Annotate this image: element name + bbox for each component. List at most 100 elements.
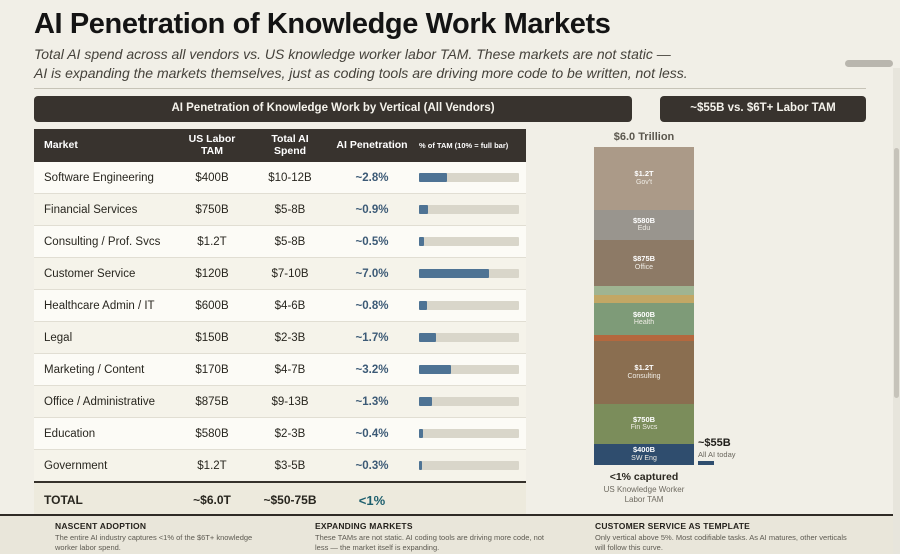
penetration-bar-cell xyxy=(414,449,526,483)
labor-tam-value: $750B xyxy=(174,193,250,227)
captured-caption: <1% captured xyxy=(609,470,679,483)
penetration-bar-track xyxy=(419,269,519,279)
segment-value-label: $600B xyxy=(632,309,656,319)
footer-note-3: CUSTOMER SERVICE AS TEMPLATE Only vertica… xyxy=(595,521,853,554)
horizontal-scrollbar-thumb[interactable] xyxy=(845,60,893,67)
bar-segment-govt: $1.2T Gov't xyxy=(594,146,694,210)
segment-name-label: Health xyxy=(633,319,655,327)
penetration-bar-cell xyxy=(414,161,526,195)
penetration-bar-cell xyxy=(414,257,526,291)
labor-tam-value: $580B xyxy=(174,417,250,451)
market-name: Office / Administrative xyxy=(34,385,174,419)
ai-spend-value: $4-6B xyxy=(250,289,330,323)
labor-tam-value: $120B xyxy=(174,257,250,291)
ai-total-sublabel: All AI today xyxy=(698,449,736,459)
tam-stacked-bar: $1.2T Gov't $580B Edu $875B Office $600B Health… xyxy=(594,146,694,465)
market-name: Healthcare Admin / IT xyxy=(34,289,174,323)
penetration-bar-fill xyxy=(419,429,423,439)
bar-segment-legal xyxy=(594,295,694,304)
segment-name-label: SW Eng xyxy=(631,454,657,462)
penetration-bar-track xyxy=(419,237,519,247)
penetration-bar-track xyxy=(419,461,519,471)
market-name: Marketing / Content xyxy=(34,353,174,387)
column-header-labor-tam: US Labor TAM xyxy=(174,128,250,162)
page-title: AI Penetration of Knowledge Work Markets xyxy=(34,8,611,40)
labor-tam-value: $150B xyxy=(174,321,250,355)
bar-segment-fin-svcs: $750B Fin Svcs xyxy=(594,404,694,444)
penetration-bar-track xyxy=(419,301,519,311)
penetration-value: ~0.5% xyxy=(330,225,414,259)
labor-tam-value: $170B xyxy=(174,353,250,387)
market-table-panel: Market US Labor TAM Total AI Spend AI Pe… xyxy=(34,128,526,518)
market-table: Market US Labor TAM Total AI Spend AI Pe… xyxy=(34,128,526,518)
table-row: Government $1.2T $3-5B ~0.3% xyxy=(34,449,526,483)
table-header-row: Market US Labor TAM Total AI Spend AI Pe… xyxy=(34,128,526,162)
bar-segment-customer-service xyxy=(594,334,694,342)
labor-tam-value: $1.2T xyxy=(174,225,250,259)
bar-segment-marketing xyxy=(594,286,694,296)
table-row: Software Engineering $400B $10-12B ~2.8% xyxy=(34,161,526,195)
bar-segment-health: $600B Health xyxy=(594,303,694,335)
penetration-bar-fill xyxy=(419,365,451,375)
table-row: Consulting / Prof. Svcs $1.2T $5-8B ~0.5% xyxy=(34,225,526,259)
penetration-bar-track xyxy=(419,333,519,343)
penetration-value: ~2.8% xyxy=(330,161,414,195)
penetration-bar-track xyxy=(419,365,519,375)
footer-note-text: These TAMs are not static. AI coding too… xyxy=(315,533,545,553)
market-name: Software Engineering xyxy=(34,161,174,195)
column-header-market: Market xyxy=(34,128,174,162)
penetration-bar-fill xyxy=(419,205,428,215)
subtitle-line-2: AI is expanding the markets themselves, … xyxy=(34,64,688,81)
segment-name-label: Gov't xyxy=(635,178,653,186)
table-row: Marketing / Content $170B $4-7B ~3.2% xyxy=(34,353,526,387)
penetration-value: ~1.7% xyxy=(330,321,414,355)
ai-spend-value: $7-10B xyxy=(250,257,330,291)
subtitle-line-1: Total AI spend across all vendors vs. US… xyxy=(34,46,671,63)
bar-segment-sw-eng: $400B SW Eng xyxy=(594,443,694,465)
tam-chart-panel: $6.0 Trillion $1.2T Gov't $580B Edu $875B Off… xyxy=(554,129,760,506)
tam-chart-area: $1.2T Gov't $580B Edu $875B Office $600B Health… xyxy=(594,146,736,465)
segment-value-label: $400B xyxy=(632,444,656,454)
penetration-bar-fill xyxy=(419,461,422,471)
labor-tam-value: $600B xyxy=(174,289,250,323)
total-labor-tam: ~$6.0T xyxy=(174,480,250,518)
market-name: Government xyxy=(34,449,174,483)
market-name: Education xyxy=(34,417,174,451)
penetration-value: ~0.8% xyxy=(330,289,414,323)
market-table-body: Software Engineering $400B $10-12B ~2.8% Fin… xyxy=(34,161,526,483)
footer-note-title: CUSTOMER SERVICE AS TEMPLATE xyxy=(595,521,750,531)
penetration-bar-fill xyxy=(419,301,427,311)
ai-spend-value: $5-8B xyxy=(250,225,330,259)
ai-spend-value: $4-7B xyxy=(250,353,330,387)
page-subtitle: Total AI spend across all vendors vs. US… xyxy=(34,45,866,90)
column-header-pct-of-tam: % of TAM (10% = full bar) xyxy=(414,128,526,162)
penetration-bar-cell xyxy=(414,385,526,419)
column-header-penetration: AI Penetration xyxy=(330,128,414,162)
penetration-bar-cell xyxy=(414,417,526,451)
penetration-bar-cell xyxy=(414,225,526,259)
table-row: Financial Services $750B $5-8B ~0.9% xyxy=(34,193,526,227)
vertical-scrollbar-thumb[interactable] xyxy=(894,148,899,398)
penetration-bar-track xyxy=(419,397,519,407)
vertical-scrollbar-track[interactable] xyxy=(893,68,900,554)
panel-headers: AI Penetration of Knowledge Work by Vert… xyxy=(34,96,866,122)
segment-name-label: Edu xyxy=(637,225,651,233)
penetration-value: ~3.2% xyxy=(330,353,414,387)
table-total-row: TOTAL ~$6.0T ~$50-75B <1% xyxy=(34,480,526,518)
penetration-bar-cell xyxy=(414,353,526,387)
total-ai-spend: ~$50-75B xyxy=(250,480,330,518)
total-label: TOTAL xyxy=(34,480,174,518)
footer-note-title: EXPANDING MARKETS xyxy=(315,521,413,531)
segment-value-label: $580B xyxy=(632,215,656,225)
segment-name-label: Office xyxy=(634,263,654,271)
footer-note-1: NASCENT ADOPTION The entire AI industry c… xyxy=(55,521,267,554)
table-panel-header: AI Penetration of Knowledge Work by Vert… xyxy=(34,96,632,122)
penetration-bar-fill xyxy=(419,333,436,343)
ai-spend-value: $9-13B xyxy=(250,385,330,419)
table-row: Customer Service $120B $7-10B ~7.0% xyxy=(34,257,526,291)
table-row: Healthcare Admin / IT $600B $4-6B ~0.8% xyxy=(34,289,526,323)
labor-tam-value: $1.2T xyxy=(174,449,250,483)
penetration-bar-track xyxy=(419,205,519,215)
bar-segment-consulting: $1.2T Consulting xyxy=(594,341,694,405)
